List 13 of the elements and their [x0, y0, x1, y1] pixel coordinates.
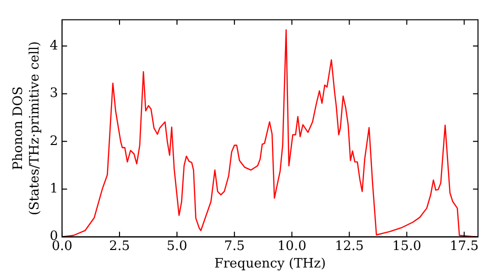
- x-tick-label: 2.5: [109, 238, 130, 254]
- x-tick-label: 12.5: [334, 238, 364, 254]
- x-tick-label: 5.0: [166, 238, 188, 254]
- y-tick-label: 3: [50, 86, 58, 102]
- y-tick-label: 1: [50, 181, 58, 196]
- x-tick-label: 10.0: [277, 238, 306, 254]
- x-tick-label: 15.0: [392, 238, 422, 254]
- x-tick-label: 7.5: [224, 238, 245, 254]
- y-axis-title: Phonon DOS (States/THz·primitive cell): [10, 41, 43, 216]
- y-tick-label: 4: [50, 38, 58, 54]
- x-tick-label: 17.5: [450, 238, 479, 254]
- x-axis-title: Frequency (THz): [214, 256, 326, 272]
- y-tick-label: 2: [50, 134, 58, 149]
